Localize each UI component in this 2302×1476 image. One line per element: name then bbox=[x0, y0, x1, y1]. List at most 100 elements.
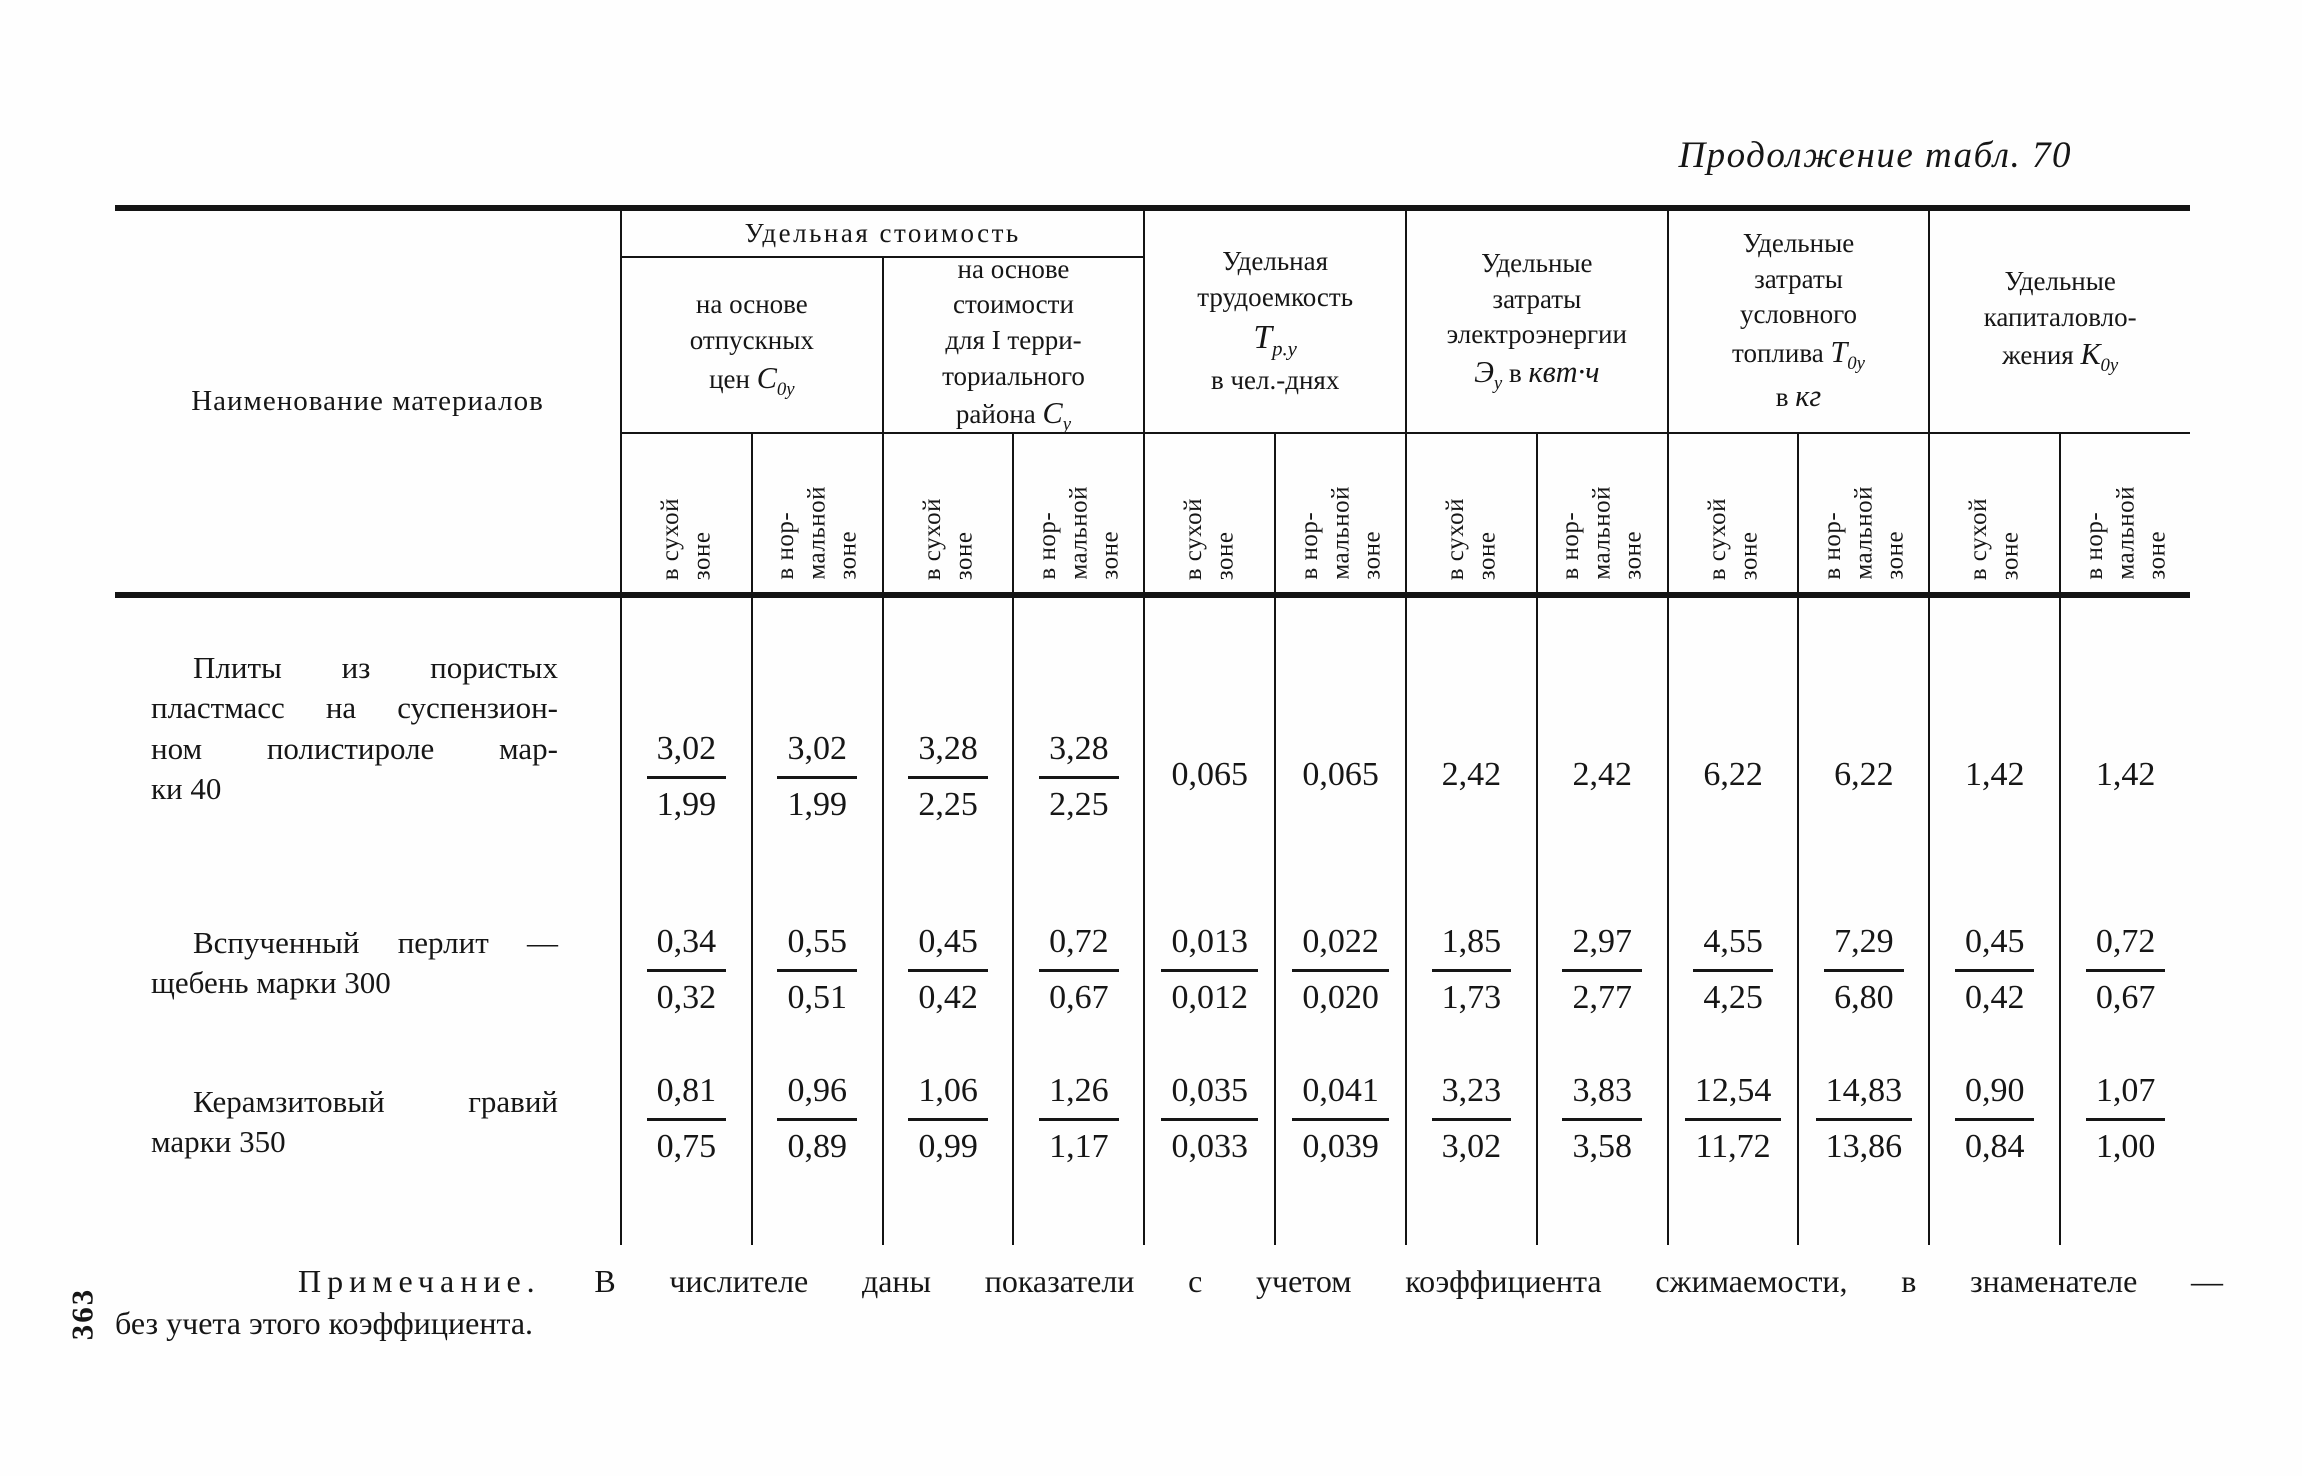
material-name: Плиты из пористых пластмасс на суспензио… bbox=[151, 650, 558, 806]
value-cell: 1,42 bbox=[2059, 598, 2190, 913]
fraction: 0,96 0,89 bbox=[777, 1070, 857, 1168]
formula-k-0u: жения К0у bbox=[2002, 337, 2119, 377]
value-cell: 3,23 3,02 bbox=[1404, 1058, 1536, 1245]
footnote-line-1: Примечание. В числителе даны показатели … bbox=[298, 1263, 2224, 1299]
fraction: 3,83 3,58 bbox=[1562, 1070, 1642, 1168]
fraction: 12,54 11,72 bbox=[1684, 1070, 1782, 1168]
fraction: 1,07 1,00 bbox=[2085, 1070, 2166, 1168]
page-number: 363 bbox=[64, 1287, 99, 1341]
zone-header-normal: в нор- мальной зоне bbox=[1274, 434, 1405, 598]
value-cell: 0,45 0,42 bbox=[1928, 913, 2059, 1058]
value-cell: 0,013 0,012 bbox=[1143, 913, 1274, 1058]
value-cell: 0,022 0,020 bbox=[1274, 913, 1405, 1058]
footnote: Примечание. В числителе даны показатели … bbox=[115, 1260, 2223, 1344]
materials-table: Наименование материалов Удельная стоимос… bbox=[115, 205, 2190, 1245]
fraction: 7,29 6,80 bbox=[1824, 921, 1904, 1019]
value-cell: 3,28 2,25 bbox=[881, 598, 1013, 913]
zone-header-normal: в нор- мальной зоне bbox=[750, 434, 882, 598]
fraction: 14,83 13,86 bbox=[1815, 1070, 1913, 1168]
fraction: 3,28 2,25 bbox=[908, 728, 988, 826]
value-cell: 3,28 2,25 bbox=[1012, 598, 1143, 913]
value-cell: 1,06 0,99 bbox=[881, 1058, 1013, 1245]
fraction: 3,02 1,99 bbox=[777, 728, 857, 826]
cost-subheader-territorial: на основе стоимости для I терри- ториаль… bbox=[881, 254, 1144, 435]
formula-e-u: Эу в квт·ч bbox=[1474, 355, 1600, 395]
value-cell: 1,26 1,17 bbox=[1012, 1058, 1143, 1245]
zone-header-normal: в нор- мальной зоне bbox=[1012, 434, 1144, 598]
fraction: 0,013 0,012 bbox=[1161, 921, 1258, 1019]
value-cell: 0,041 0,039 bbox=[1274, 1058, 1405, 1245]
value-cell: 0,72 0,67 bbox=[1012, 913, 1143, 1058]
zone-header-dry: в сухой зоне bbox=[1666, 434, 1798, 598]
fraction: 0,90 0,84 bbox=[1954, 1070, 2035, 1168]
fraction: 0,55 0,51 bbox=[777, 921, 857, 1019]
labor-group-header: Удельная трудоемкость Тр.у в чел.-днях bbox=[1143, 211, 1405, 434]
electricity-group-header: Удельные затраты электроэнергии Эу в квт… bbox=[1404, 211, 1667, 434]
cost-subheader-release-prices: на основе отпускных цен С0у bbox=[620, 258, 882, 434]
material-name: Керамзитовый гравий марки 350 bbox=[151, 1084, 558, 1160]
fuel-group-header: Удельные затраты условного топлива Т0у в… bbox=[1666, 211, 1929, 434]
value-cell: 1,07 1,00 bbox=[2059, 1058, 2190, 1245]
value-cell: 0,065 bbox=[1143, 598, 1274, 913]
fraction: 3,28 2,25 bbox=[1039, 728, 1119, 826]
cost-group-header: Удельная стоимость bbox=[620, 211, 1144, 258]
formula-c0u: цен С0у bbox=[709, 360, 795, 400]
zone-header-normal: в нор- мальной зоне bbox=[1535, 434, 1667, 598]
value-cell: 0,34 0,32 bbox=[620, 913, 751, 1058]
formula-t-0u: топлива Т0у bbox=[1732, 335, 1865, 375]
material-name: Вспученный перлит — щебень марки 300 bbox=[151, 925, 558, 1001]
zone-header-normal: в нор- мальной зоне bbox=[1797, 434, 1929, 598]
value-cell: 7,29 6,80 bbox=[1797, 913, 1928, 1058]
fraction: 3,02 1,99 bbox=[646, 728, 727, 826]
value-cell: 6,22 bbox=[1797, 598, 1928, 913]
fraction: 0,022 0,020 bbox=[1292, 921, 1389, 1019]
name-column-header: Наименование материалов bbox=[115, 211, 620, 598]
fraction: 0,035 0,033 bbox=[1161, 1070, 1258, 1168]
fraction: 4,55 4,25 bbox=[1693, 921, 1773, 1019]
value-cell: 2,97 2,77 bbox=[1535, 913, 1667, 1058]
fraction: 2,97 2,77 bbox=[1562, 921, 1642, 1019]
value-cell: 0,90 0,84 bbox=[1928, 1058, 2059, 1245]
value-cell: 6,22 bbox=[1666, 598, 1798, 913]
fraction: 0,45 0,42 bbox=[908, 921, 988, 1019]
value-cell: 0,72 0,67 bbox=[2059, 913, 2190, 1058]
fraction: 1,85 1,73 bbox=[1431, 921, 1512, 1019]
value-cell: 0,55 0,51 bbox=[750, 913, 882, 1058]
capital-group-header: Удельные капиталовло- жения К0у bbox=[1928, 211, 2190, 434]
zone-header-normal: в нор- мальной зоне bbox=[2059, 434, 2190, 598]
value-cell: 0,45 0,42 bbox=[881, 913, 1013, 1058]
fraction: 0,34 0,32 bbox=[646, 921, 727, 1019]
fuel-unit: в кг bbox=[1775, 378, 1822, 413]
value-cell: 4,55 4,25 bbox=[1666, 913, 1798, 1058]
value-cell: 0,035 0,033 bbox=[1143, 1058, 1274, 1245]
zone-header-dry: в сухой зоне bbox=[620, 434, 751, 598]
fraction: 0,81 0,75 bbox=[646, 1070, 727, 1168]
value-cell: 14,83 13,86 bbox=[1797, 1058, 1928, 1245]
zone-header-dry: в сухой зоне bbox=[1143, 434, 1275, 598]
value-cell: 1,85 1,73 bbox=[1404, 913, 1536, 1058]
value-cell: 3,02 1,99 bbox=[620, 598, 751, 913]
formula-t-ru: Тр.у bbox=[1253, 318, 1297, 361]
value-cell: 0,81 0,75 bbox=[620, 1058, 751, 1245]
formula-cu: района Су bbox=[955, 396, 1072, 436]
value-cell: 1,42 bbox=[1928, 598, 2059, 913]
fraction: 0,041 0,039 bbox=[1292, 1070, 1389, 1168]
footnote-line-2: без учета этого коэффициента. bbox=[115, 1305, 534, 1342]
page-title: Продолжение табл. 70 bbox=[1678, 135, 2072, 176]
zone-header-dry: в сухой зоне bbox=[881, 434, 1013, 598]
fraction: 1,06 0,99 bbox=[908, 1070, 988, 1168]
fraction: 0,72 0,67 bbox=[2085, 921, 2166, 1019]
footnote-label: Примечание. bbox=[298, 1263, 541, 1299]
zone-header-dry: в сухой зоне bbox=[1928, 434, 2060, 598]
value-cell: 3,02 1,99 bbox=[750, 598, 882, 913]
value-cell: 2,42 bbox=[1404, 598, 1536, 913]
value-cell: 3,83 3,58 bbox=[1535, 1058, 1667, 1245]
fraction: 0,45 0,42 bbox=[1954, 921, 2035, 1019]
value-cell: 0,96 0,89 bbox=[750, 1058, 882, 1245]
fraction: 0,72 0,67 bbox=[1039, 921, 1119, 1019]
value-cell: 2,42 bbox=[1535, 598, 1667, 913]
value-cell: 12,54 11,72 bbox=[1666, 1058, 1798, 1245]
fraction: 1,26 1,17 bbox=[1039, 1070, 1119, 1168]
zone-header-dry: в сухой зоне bbox=[1404, 434, 1536, 598]
